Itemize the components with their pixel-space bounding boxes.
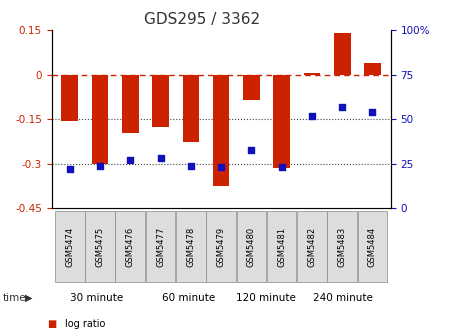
Point	[339, 104, 346, 110]
Point	[248, 147, 255, 152]
Point	[369, 110, 376, 115]
Text: ▶: ▶	[25, 293, 32, 303]
FancyBboxPatch shape	[55, 211, 84, 283]
FancyBboxPatch shape	[206, 211, 236, 283]
Bar	[273, 75, 290, 168]
FancyBboxPatch shape	[267, 211, 296, 283]
Text: GSM5479: GSM5479	[216, 227, 226, 267]
Bar	[152, 75, 169, 127]
Text: 120 minute: 120 minute	[236, 293, 296, 303]
Text: GSM5474: GSM5474	[65, 227, 74, 267]
FancyBboxPatch shape	[297, 211, 327, 283]
Point	[308, 113, 316, 118]
Text: GSM5475: GSM5475	[96, 227, 105, 267]
FancyBboxPatch shape	[327, 211, 357, 283]
Text: 60 minute: 60 minute	[162, 293, 216, 303]
Point	[66, 166, 73, 172]
Point	[218, 165, 225, 170]
Text: 240 minute: 240 minute	[313, 293, 373, 303]
Text: GSM5476: GSM5476	[126, 227, 135, 267]
Point	[278, 165, 285, 170]
Bar	[213, 75, 229, 186]
Text: GSM5482: GSM5482	[308, 227, 317, 267]
Bar	[92, 75, 108, 164]
Text: GSM5484: GSM5484	[368, 227, 377, 267]
FancyBboxPatch shape	[146, 211, 176, 283]
Bar	[334, 33, 351, 75]
Bar	[243, 75, 260, 100]
Text: GSM5478: GSM5478	[186, 227, 195, 267]
Text: log ratio: log ratio	[65, 319, 106, 329]
Bar	[304, 73, 320, 75]
Point	[157, 156, 164, 161]
Text: GSM5477: GSM5477	[156, 227, 165, 267]
Point	[127, 158, 134, 163]
Point	[97, 163, 104, 168]
Text: GSM5483: GSM5483	[338, 227, 347, 267]
Bar	[183, 75, 199, 141]
Bar	[62, 75, 78, 121]
Bar	[122, 75, 139, 133]
Point	[187, 163, 194, 168]
FancyBboxPatch shape	[176, 211, 206, 283]
FancyBboxPatch shape	[115, 211, 145, 283]
Bar	[364, 63, 381, 75]
Text: 30 minute: 30 minute	[70, 293, 123, 303]
FancyBboxPatch shape	[85, 211, 115, 283]
Text: ■: ■	[47, 319, 57, 329]
Text: GDS295 / 3362: GDS295 / 3362	[144, 12, 260, 27]
Text: GSM5480: GSM5480	[247, 227, 256, 267]
Text: GSM5481: GSM5481	[277, 227, 286, 267]
FancyBboxPatch shape	[237, 211, 266, 283]
FancyBboxPatch shape	[358, 211, 387, 283]
Text: time: time	[2, 293, 26, 303]
